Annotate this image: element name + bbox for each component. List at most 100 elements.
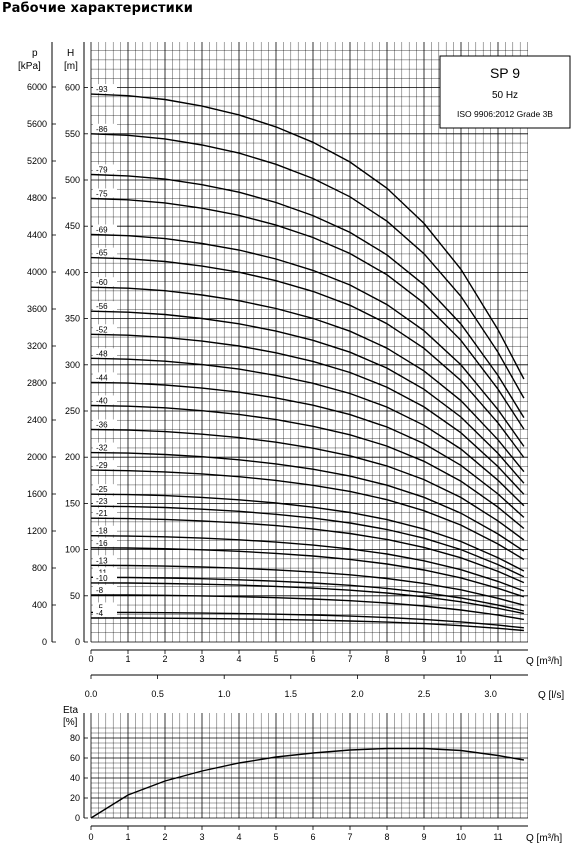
h-axis-unit: [m] xyxy=(64,61,78,72)
stage-label: -21 xyxy=(96,509,108,518)
head-curve xyxy=(90,428,525,541)
x-tick-label: 9 xyxy=(421,654,426,664)
stage-label: -32 xyxy=(96,444,108,453)
stage-label: -79 xyxy=(96,165,108,174)
stage-label: -36 xyxy=(96,420,108,429)
p-tick-label: 0 xyxy=(42,637,47,647)
head-curve xyxy=(90,451,525,552)
eta-x-tick-label: 4 xyxy=(236,832,241,842)
stage-label-background xyxy=(93,348,117,358)
x-tick-label: 8 xyxy=(384,654,389,664)
stage-label-background xyxy=(93,123,117,133)
legend-box: SP 9 50 Hz ISO 9906:2012 Grade 3B xyxy=(439,55,571,129)
head-curve xyxy=(90,469,525,561)
stage-label: -93 xyxy=(96,85,108,94)
stage-label: -8 xyxy=(96,586,104,595)
stage-label: -56 xyxy=(96,302,108,311)
legend-standard: ISO 9906:2012 Grade 3B xyxy=(457,109,553,119)
x-tick-label: 11 xyxy=(493,654,502,664)
ls-tick-label: 1.5 xyxy=(285,689,298,699)
stage-label-background xyxy=(93,442,117,452)
stage-label-background xyxy=(93,395,117,405)
head-curve xyxy=(90,404,525,530)
h-tick-label: 350 xyxy=(65,314,80,324)
p-tick-label: 4800 xyxy=(27,193,47,203)
p-tick-label: 6000 xyxy=(27,82,47,92)
h-axis-label-letter: H xyxy=(67,48,74,59)
ls-tick-label: 0.0 xyxy=(85,689,98,699)
stage-label-background xyxy=(93,419,117,429)
x-tick-label: 0 xyxy=(88,654,93,664)
p-tick-label: 800 xyxy=(32,563,47,573)
x-tick-label: 3 xyxy=(199,654,204,664)
stage-label-background xyxy=(93,496,117,506)
stage-label-background xyxy=(93,247,117,257)
head-curve xyxy=(90,611,524,629)
stage-label: -4 xyxy=(96,609,104,618)
stage-label: -75 xyxy=(96,189,108,198)
head-curve xyxy=(90,564,525,606)
head-curve xyxy=(90,286,525,473)
stage-label: -5 xyxy=(96,603,104,612)
head-curve xyxy=(90,547,525,598)
eta-x-tick-label: 6 xyxy=(310,832,315,842)
ls-tick-label: 3.0 xyxy=(484,689,497,699)
head-curve xyxy=(90,517,525,584)
eta-x-tick-label: 11 xyxy=(493,832,502,842)
stage-label-background xyxy=(93,188,117,198)
h-tick-label: 100 xyxy=(65,545,80,555)
chart-axes xyxy=(51,42,528,830)
eta-x-tick-label: 10 xyxy=(456,832,466,842)
stage-label: -13 xyxy=(96,556,108,565)
x-tick-label: 4 xyxy=(236,654,241,664)
eta-tick-label: 80 xyxy=(70,733,80,743)
stage-label: -44 xyxy=(96,373,108,382)
h-tick-label: 250 xyxy=(65,406,80,416)
stage-label-background xyxy=(93,607,117,617)
h-tick-label: 400 xyxy=(65,267,80,277)
p-tick-label: 1600 xyxy=(27,489,47,499)
eta-x-tick-label: 9 xyxy=(421,832,426,842)
h-tick-label: 0 xyxy=(75,637,80,647)
stage-label-background xyxy=(93,484,117,494)
p-axis-label-letter: p xyxy=(32,48,38,59)
x-tick-label: 6 xyxy=(310,654,315,664)
stage-label-background xyxy=(93,537,117,547)
stage-label-background xyxy=(93,372,117,382)
p-tick-label: 5200 xyxy=(27,156,47,166)
p-tick-label: 5600 xyxy=(27,119,47,129)
x-tick-label: 7 xyxy=(347,654,352,664)
eta-x-tick-label: 7 xyxy=(347,832,352,842)
head-curve xyxy=(90,310,525,484)
h-tick-label: 450 xyxy=(65,221,80,231)
stage-label: -65 xyxy=(96,249,108,258)
p-tick-label: 3200 xyxy=(27,341,47,351)
stage-label: -48 xyxy=(96,349,108,358)
eta-x-tick-label: 0 xyxy=(88,832,93,842)
eta-x-tick-label: 5 xyxy=(273,832,278,842)
ls-tick-label: 1.0 xyxy=(218,689,231,699)
legend-model: SP 9 xyxy=(490,65,520,81)
stage-label-background xyxy=(93,567,117,577)
head-curve xyxy=(90,256,525,458)
head-curves: -93 -86 -79 -75 -69 -65 -60 -56 -52 -48 -44 -40 -36 -… xyxy=(90,84,525,632)
x-tick-label: 1 xyxy=(125,654,130,664)
head-curve xyxy=(90,535,525,592)
eta-axis-unit: [%] xyxy=(63,717,78,728)
stage-label-background xyxy=(93,584,117,594)
x-tick-label: 5 xyxy=(273,654,278,664)
eta-tick-label: 0 xyxy=(75,813,80,823)
stage-label: -25 xyxy=(96,485,108,494)
stage-label-background xyxy=(93,508,117,518)
head-curve xyxy=(90,133,525,399)
head-curve xyxy=(90,594,525,621)
eta-x-tick-label: 2 xyxy=(162,832,167,842)
head-curve xyxy=(90,357,525,507)
efficiency-curve xyxy=(90,747,525,819)
stage-label-background xyxy=(93,555,117,565)
eta-tick-label: 60 xyxy=(70,753,80,763)
head-curve xyxy=(90,333,525,495)
eta-x-axis-label: Q [m³/h] xyxy=(526,833,562,844)
p-tick-label: 2800 xyxy=(27,378,47,388)
